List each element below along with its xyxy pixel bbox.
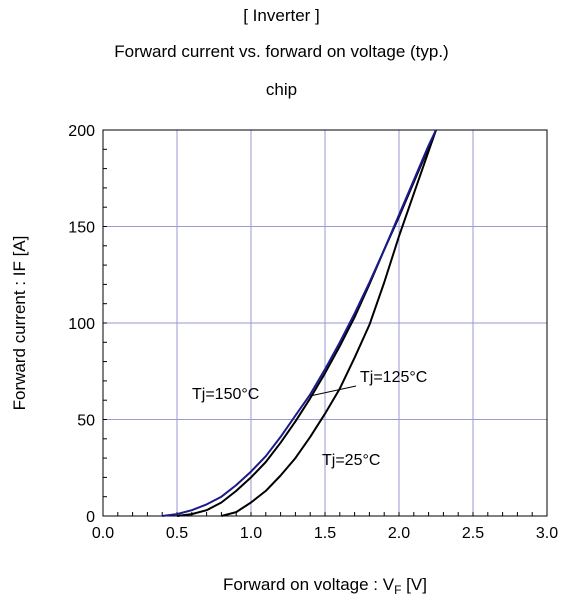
annotation-tj125-leader: [309, 385, 357, 397]
x-tick-label: 2.5: [462, 525, 484, 542]
x-axis-title: Forward on voltage : VF [V]: [223, 575, 427, 597]
annotation-tj125: Tj=125°C: [360, 369, 427, 386]
y-tick-label: 50: [77, 413, 95, 430]
chart-title-line-1: [ Inverter ]: [243, 6, 320, 25]
x-tick-label: 1.5: [314, 525, 336, 542]
plot-frame: [102, 129, 548, 517]
x-tick-label: 3.0: [536, 525, 558, 542]
y-tick-label: 150: [68, 220, 95, 237]
x-tick-label: 0.0: [92, 525, 114, 542]
y-tick-label: 200: [68, 123, 95, 140]
y-tick-label: 100: [68, 316, 95, 333]
x-tick-label: 2.0: [388, 525, 410, 542]
series-line-tj-25-c: [221, 129, 437, 517]
chart-title-line-3: chip: [265, 80, 298, 99]
chart-title-line-2: Forward current vs. forward on voltage (…: [114, 42, 449, 61]
series-line-tj-150-c: [162, 129, 437, 517]
y-tick-label: 0: [86, 509, 95, 526]
y-axis-title: Forward current : IF [A]: [10, 236, 29, 411]
annotation-tj25: Tj=25°C: [322, 452, 380, 469]
x-tick-label: 0.5: [166, 525, 188, 542]
x-tick-label: 1.0: [240, 525, 262, 542]
annotation-tj150: Tj=150°C: [192, 386, 259, 403]
